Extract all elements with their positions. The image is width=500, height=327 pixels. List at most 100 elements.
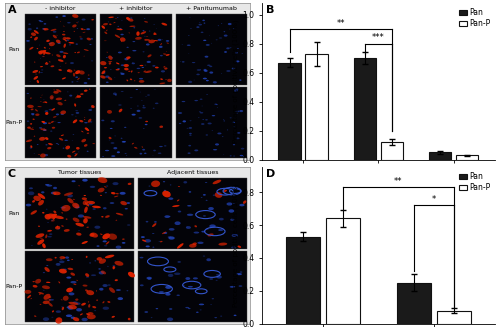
Ellipse shape	[204, 70, 208, 72]
Ellipse shape	[34, 37, 38, 41]
Ellipse shape	[126, 155, 127, 156]
Ellipse shape	[48, 236, 52, 237]
Ellipse shape	[188, 35, 190, 36]
Ellipse shape	[69, 95, 72, 96]
Ellipse shape	[152, 233, 154, 234]
Ellipse shape	[203, 194, 206, 196]
Ellipse shape	[168, 198, 173, 200]
Ellipse shape	[70, 62, 74, 64]
Ellipse shape	[144, 153, 146, 154]
Ellipse shape	[63, 52, 68, 54]
Ellipse shape	[43, 122, 47, 124]
Ellipse shape	[152, 65, 156, 67]
Ellipse shape	[106, 57, 108, 58]
Ellipse shape	[240, 204, 244, 206]
Ellipse shape	[82, 139, 86, 142]
Ellipse shape	[145, 121, 148, 122]
Ellipse shape	[46, 209, 48, 210]
Ellipse shape	[82, 179, 87, 181]
Ellipse shape	[128, 183, 132, 185]
Ellipse shape	[48, 296, 51, 298]
Ellipse shape	[91, 274, 96, 276]
Ellipse shape	[69, 44, 71, 45]
Ellipse shape	[43, 272, 45, 273]
Ellipse shape	[31, 113, 34, 115]
Ellipse shape	[136, 110, 140, 112]
Ellipse shape	[100, 195, 102, 196]
Ellipse shape	[102, 284, 108, 287]
Ellipse shape	[66, 40, 69, 41]
Ellipse shape	[84, 128, 89, 131]
Ellipse shape	[204, 56, 208, 58]
Ellipse shape	[209, 66, 212, 67]
Ellipse shape	[148, 278, 152, 280]
Ellipse shape	[28, 28, 32, 30]
Ellipse shape	[62, 77, 66, 79]
Ellipse shape	[87, 201, 95, 204]
Ellipse shape	[58, 59, 64, 62]
Ellipse shape	[236, 111, 240, 112]
Ellipse shape	[70, 272, 75, 276]
Ellipse shape	[154, 221, 157, 223]
Ellipse shape	[144, 39, 148, 41]
Ellipse shape	[67, 22, 70, 24]
Ellipse shape	[114, 35, 120, 38]
Ellipse shape	[210, 304, 212, 305]
Ellipse shape	[166, 263, 168, 264]
Ellipse shape	[188, 145, 191, 146]
Ellipse shape	[164, 215, 170, 218]
Ellipse shape	[74, 204, 78, 206]
Ellipse shape	[38, 239, 44, 245]
Ellipse shape	[154, 33, 157, 35]
Ellipse shape	[208, 123, 212, 124]
Ellipse shape	[162, 23, 167, 26]
Ellipse shape	[86, 256, 87, 258]
Ellipse shape	[230, 47, 232, 48]
Ellipse shape	[91, 60, 93, 61]
Ellipse shape	[34, 196, 41, 201]
Ellipse shape	[196, 26, 200, 28]
Ellipse shape	[48, 300, 51, 301]
Ellipse shape	[202, 20, 205, 21]
Ellipse shape	[134, 27, 135, 28]
Ellipse shape	[105, 76, 110, 78]
Ellipse shape	[58, 102, 62, 105]
Ellipse shape	[30, 123, 32, 125]
Text: C: C	[8, 169, 16, 179]
Ellipse shape	[144, 124, 148, 125]
Legend: Pan, Pan-P: Pan, Pan-P	[458, 171, 491, 193]
Ellipse shape	[36, 27, 38, 29]
Ellipse shape	[40, 50, 46, 54]
Ellipse shape	[50, 95, 54, 100]
Ellipse shape	[53, 116, 56, 118]
Ellipse shape	[98, 268, 101, 270]
Ellipse shape	[241, 148, 244, 149]
Ellipse shape	[26, 40, 30, 42]
Ellipse shape	[50, 97, 53, 98]
Ellipse shape	[136, 89, 138, 90]
Ellipse shape	[140, 257, 143, 258]
Ellipse shape	[112, 182, 118, 185]
Bar	[429, 152, 452, 160]
Ellipse shape	[167, 318, 173, 321]
Ellipse shape	[47, 147, 52, 149]
Ellipse shape	[65, 256, 69, 259]
Ellipse shape	[51, 220, 53, 221]
Ellipse shape	[144, 239, 151, 243]
Ellipse shape	[208, 233, 214, 236]
Ellipse shape	[214, 103, 217, 105]
Ellipse shape	[174, 272, 180, 275]
Ellipse shape	[186, 226, 191, 229]
Ellipse shape	[45, 137, 48, 140]
Text: Tumor tissues: Tumor tissues	[58, 170, 101, 175]
Ellipse shape	[90, 232, 98, 238]
Ellipse shape	[148, 185, 150, 187]
Ellipse shape	[128, 32, 130, 33]
Ellipse shape	[88, 304, 90, 308]
Ellipse shape	[98, 188, 104, 193]
Ellipse shape	[78, 215, 84, 217]
Ellipse shape	[112, 57, 113, 58]
Ellipse shape	[76, 308, 82, 312]
Ellipse shape	[35, 279, 41, 284]
Ellipse shape	[216, 274, 220, 276]
